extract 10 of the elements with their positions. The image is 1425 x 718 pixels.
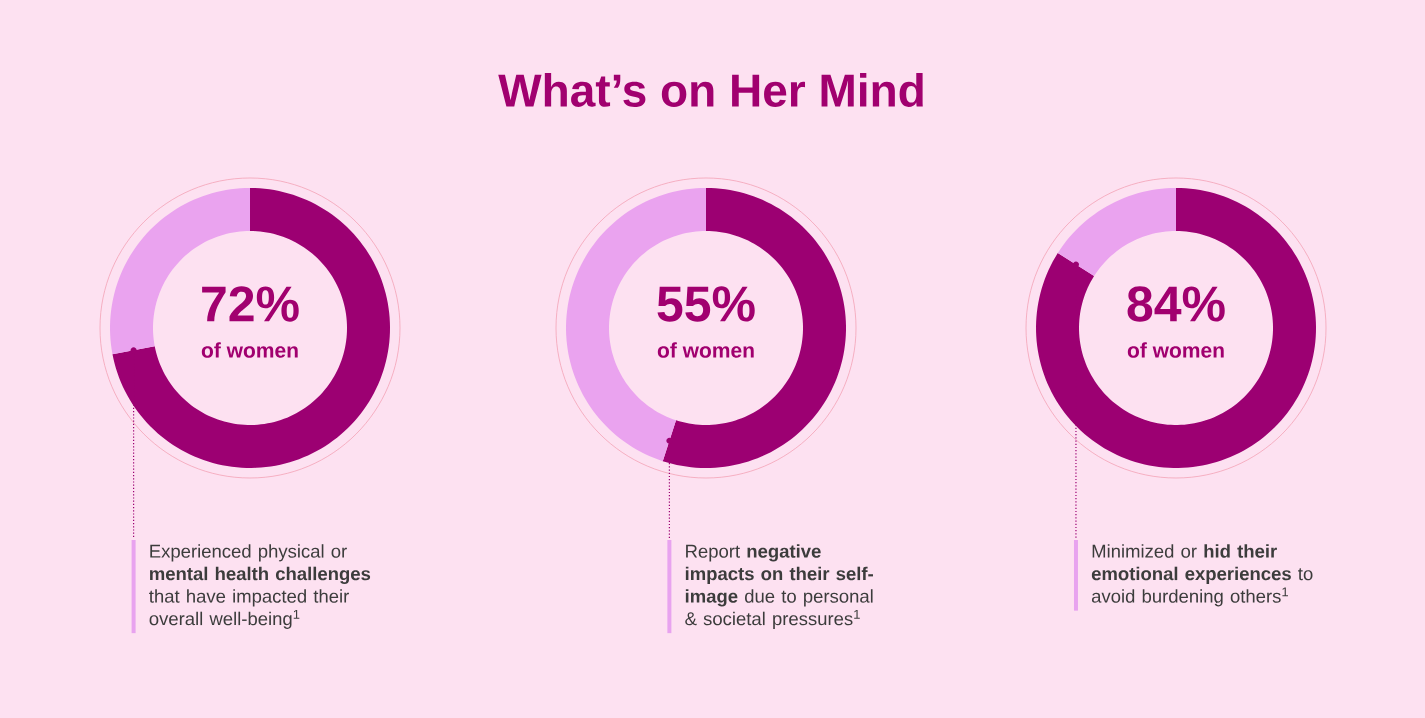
text: Minimized or hid their emotional experiences to avoid burdening others$^{1}$ [1091, 544, 1313, 607]
text: What’s on Her Mind [498, 73, 923, 107]
data-label: 72% [202, 286, 299, 322]
data-label: 55% [657, 286, 755, 322]
text: Report negative impacts on their self-image due to personal & societal pressures$^{1}$ [685, 544, 873, 629]
text: Experienced physical or mental health challenges that have impacted their overall well-being$^{1}$ [149, 544, 371, 629]
text: of women [1127, 342, 1224, 358]
text: of women [657, 342, 754, 358]
data-label: 84% [1127, 286, 1225, 322]
text: of women [201, 342, 298, 358]
